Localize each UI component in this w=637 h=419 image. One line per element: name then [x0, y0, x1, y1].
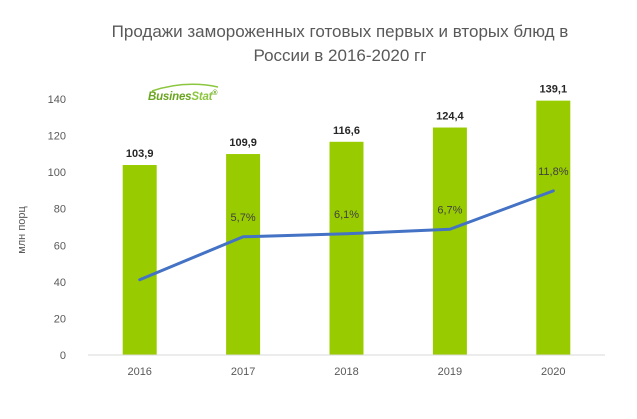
- bars: 103,9 109,9 116,6 124,4 139,1: [122, 84, 571, 355]
- growth-label: 6,7%: [437, 204, 462, 216]
- x-tick-label: 2018: [334, 366, 358, 378]
- bar: [226, 154, 261, 355]
- logo-registered-mark: ®: [212, 90, 218, 97]
- bar: [536, 100, 571, 355]
- bar-value-label: 116,6: [333, 125, 360, 137]
- y-tick-label: 0: [60, 350, 66, 362]
- y-axis-label: млн порц: [16, 206, 28, 254]
- y-axis: 0 20 40 60 80 100 120 140: [48, 94, 66, 362]
- bar: [122, 165, 157, 355]
- logo-part-2: Stat: [191, 90, 213, 103]
- bar-value-label: 103,9: [126, 148, 154, 160]
- growth-label: 11,8%: [538, 166, 569, 178]
- bar: [329, 141, 364, 355]
- y-tick-label: 120: [48, 131, 66, 143]
- growth-line: 5,7% 6,1% 6,7% 11,8%: [138, 166, 569, 282]
- x-tick-label: 2017: [231, 366, 255, 378]
- y-tick-label: 100: [48, 167, 66, 179]
- y-tick-label: 140: [48, 94, 66, 106]
- bar-value-label: 139,1: [540, 84, 568, 96]
- bar-value-label: 109,9: [229, 137, 257, 149]
- x-tick-label: 2019: [438, 366, 462, 378]
- y-tick-label: 60: [54, 240, 66, 252]
- bar-value-label: 124,4: [436, 111, 464, 123]
- y-tick-label: 40: [54, 277, 66, 289]
- logo-part-1: Busines: [148, 90, 192, 103]
- chart-title-line-1: Продажи замороженных готовых первых и вт…: [111, 22, 569, 41]
- chart-title: Продажи замороженных готовых первых и вт…: [70, 20, 610, 68]
- x-axis: 2016 2017 2018 2019 2020: [88, 354, 605, 378]
- logo-arc-icon: [151, 83, 219, 92]
- businesstat-logo: BusinesStat®: [148, 90, 217, 103]
- y-tick-label: 80: [54, 204, 66, 216]
- growth-label: 5,7%: [231, 212, 256, 224]
- x-tick-label: 2016: [127, 366, 151, 378]
- y-tick-label: 20: [54, 313, 66, 325]
- bar: [432, 127, 467, 355]
- chart-title-line-2: России в 2016-2020 гг: [253, 46, 427, 65]
- growth-polyline: [138, 189, 555, 282]
- x-tick-label: 2020: [541, 366, 565, 378]
- growth-label: 6,1%: [334, 209, 359, 221]
